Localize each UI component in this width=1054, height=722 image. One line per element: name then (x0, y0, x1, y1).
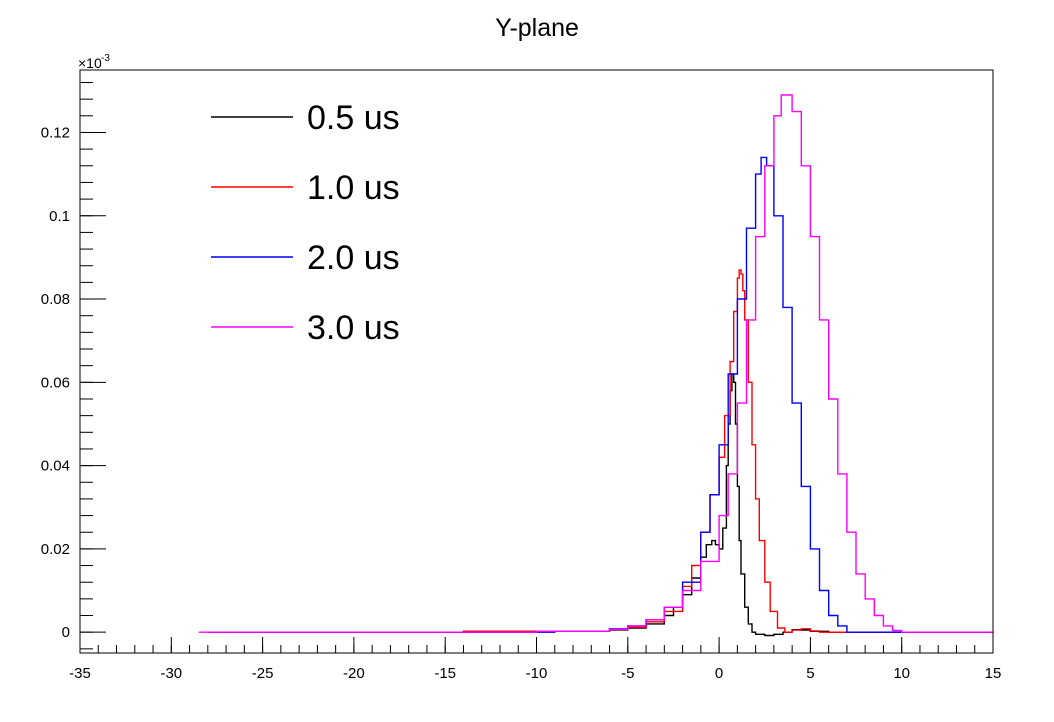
y-exponent: ×10 -3 (78, 53, 110, 71)
legend-label-1: 1.0 us (307, 169, 400, 207)
y-tick-label-6: 0.12 (41, 124, 70, 141)
chart-title: Y-plane (495, 14, 579, 42)
x-tick-label-2: -25 (252, 665, 274, 682)
x-tick-label-3: -20 (343, 665, 365, 682)
x-tick-label-1: -30 (160, 665, 182, 682)
series-line-3 (198, 94, 993, 633)
y-exponent-power: -3 (101, 53, 110, 64)
legend-label-2: 2.0 us (307, 239, 400, 277)
x-tick-label-0: -35 (69, 665, 91, 682)
legend-label-0: 0.5 us (307, 99, 400, 137)
x-tick-label-8: 5 (806, 665, 814, 682)
axes-layer: -35 -30 -25 -20 -15 -10 -5 0 5 10 15 0 0.02 0.04 0.06 0… (41, 69, 1002, 682)
series-line-1 (353, 269, 993, 633)
x-tick-label-9: 10 (893, 665, 910, 682)
series-layer (198, 94, 993, 637)
y-tick-label-2: 0.04 (41, 458, 70, 475)
x-tick-label-5: -10 (526, 665, 548, 682)
x-tick-label-4: -15 (434, 665, 456, 682)
y-exponent-base: ×10 (78, 55, 102, 71)
x-tick-label-7: 0 (715, 665, 723, 682)
x-tick-label-6: -5 (621, 665, 634, 682)
x-tick-label-10: 15 (985, 665, 1002, 682)
y-tick-label-3: 0.06 (41, 374, 70, 391)
y-tick-label-1: 0.02 (41, 541, 70, 558)
legend-label-3: 3.0 us (307, 309, 400, 347)
y-tick-label-0: 0 (62, 624, 70, 641)
y-tick-label-4: 0.08 (41, 291, 70, 308)
legend: 0.5 us 1.0 us 2.0 us 3.0 us (211, 99, 400, 347)
y-tick-label-5: 0.1 (49, 208, 70, 225)
